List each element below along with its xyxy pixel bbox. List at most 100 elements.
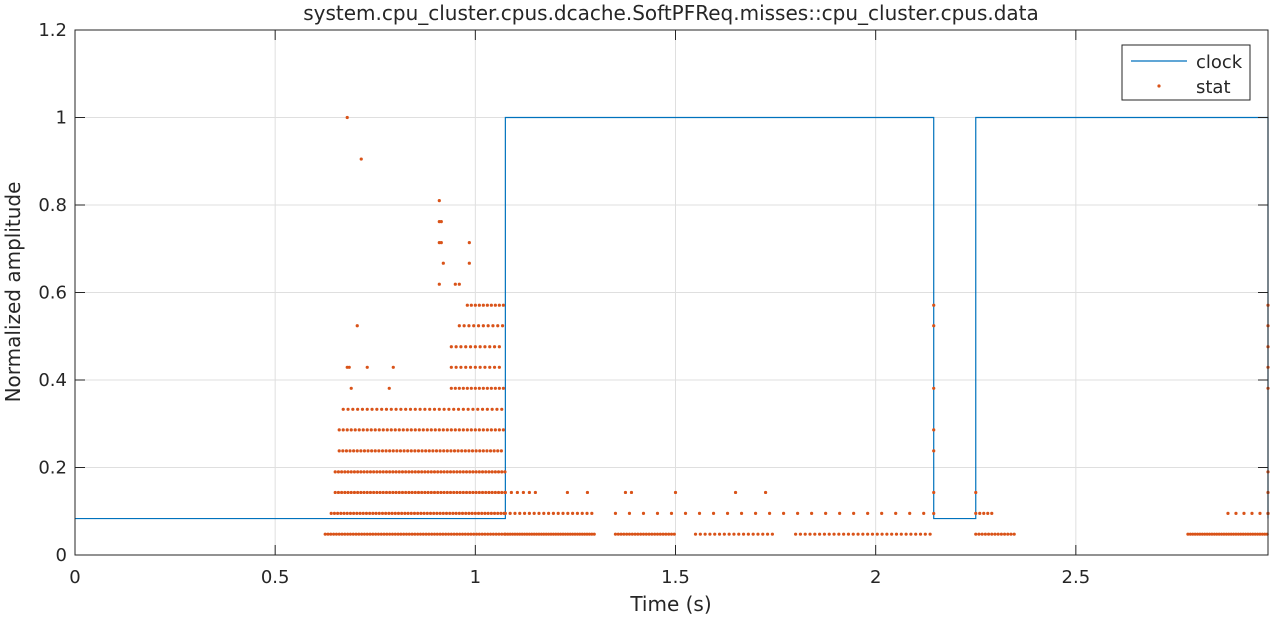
stat-point xyxy=(465,386,469,390)
stat-point xyxy=(770,532,774,536)
stat-point xyxy=(474,470,478,474)
stat-point xyxy=(466,532,470,536)
stat-point xyxy=(870,532,875,536)
stat-point xyxy=(471,470,475,474)
stat-point xyxy=(469,428,473,432)
stat-point xyxy=(563,532,568,536)
stat-point xyxy=(493,470,497,474)
stat-point xyxy=(432,532,437,536)
stat-point xyxy=(359,449,363,453)
stat-point xyxy=(438,511,442,515)
stat-point xyxy=(468,345,473,349)
stat-point xyxy=(1215,532,1219,536)
stat-point xyxy=(391,365,395,369)
stat-point xyxy=(974,532,978,536)
stat-point xyxy=(722,532,726,536)
stat-point xyxy=(461,490,465,495)
stat-point xyxy=(461,470,465,474)
stat-point xyxy=(346,407,350,411)
stat-point xyxy=(388,449,392,453)
stat-point xyxy=(419,511,423,515)
stat-point xyxy=(426,490,430,495)
stat-point xyxy=(439,490,443,495)
stat-point xyxy=(429,490,433,495)
stat-point xyxy=(437,282,441,286)
stat-point xyxy=(551,511,556,515)
stat-point xyxy=(914,532,918,536)
stat-point xyxy=(469,303,473,307)
stat-point xyxy=(485,449,489,453)
stat-point xyxy=(489,511,493,515)
stat-point xyxy=(365,532,369,536)
stat-point xyxy=(448,490,453,495)
stat-point xyxy=(463,532,467,536)
stat-point xyxy=(422,511,426,515)
stat-point xyxy=(421,532,425,536)
stat-point xyxy=(384,407,389,411)
stat-point xyxy=(457,511,461,515)
stat-point xyxy=(413,449,417,453)
stat-point xyxy=(532,532,536,536)
stat-point xyxy=(359,490,363,495)
stat-point xyxy=(351,532,355,536)
stat-point xyxy=(880,532,884,536)
stat-point xyxy=(336,490,341,495)
stat-point xyxy=(827,532,831,536)
stat-point xyxy=(489,386,493,390)
stat-point xyxy=(470,449,475,453)
stat-point xyxy=(400,511,404,515)
stat-point xyxy=(428,511,433,515)
stat-point xyxy=(746,532,750,536)
stat-point xyxy=(478,345,482,349)
stat-point xyxy=(388,490,392,495)
stat-point xyxy=(1210,532,1214,536)
stat-point xyxy=(522,511,527,515)
stat-point xyxy=(442,490,446,495)
stat-point xyxy=(400,490,405,495)
stat-point xyxy=(551,532,556,536)
stat-point xyxy=(465,428,469,432)
stat-point xyxy=(993,532,997,536)
stat-point xyxy=(464,490,469,495)
stat-point xyxy=(436,470,440,474)
stat-point xyxy=(336,470,341,474)
stat-point xyxy=(420,449,424,453)
stat-point xyxy=(1248,532,1252,536)
stat-point xyxy=(349,470,353,474)
stat-point xyxy=(492,511,497,515)
stat-point xyxy=(513,532,517,536)
stat-point xyxy=(763,490,768,495)
stat-point xyxy=(587,532,592,536)
stat-point xyxy=(515,532,519,536)
stat-point xyxy=(487,470,491,474)
stat-point xyxy=(432,470,437,474)
stat-point xyxy=(1222,532,1226,536)
stat-point xyxy=(457,324,461,328)
stat-point xyxy=(476,407,480,411)
stat-point xyxy=(497,365,501,369)
stat-point xyxy=(391,470,395,474)
stat-point xyxy=(520,532,524,536)
stat-point xyxy=(655,532,660,536)
stat-point xyxy=(464,365,468,369)
chart-title: system.cpu_cluster.cpus.dcache.SoftPFReq… xyxy=(303,1,1039,25)
stat-point xyxy=(406,511,410,515)
stat-point xyxy=(494,532,498,536)
stat-point xyxy=(460,449,464,453)
stat-point xyxy=(399,407,403,411)
stat-point xyxy=(334,532,339,536)
stat-point xyxy=(1217,532,1221,536)
legend-stat-label: stat xyxy=(1196,77,1231,98)
stat-point xyxy=(496,324,500,328)
stat-point xyxy=(337,428,341,432)
stat-point xyxy=(500,490,504,495)
stat-point xyxy=(838,511,842,515)
stat-point xyxy=(1241,532,1245,536)
stat-point xyxy=(932,490,936,495)
stat-point xyxy=(391,449,395,453)
stat-point xyxy=(410,470,414,474)
stat-point xyxy=(413,470,417,474)
stat-point xyxy=(673,490,678,495)
stat-point xyxy=(375,490,379,495)
